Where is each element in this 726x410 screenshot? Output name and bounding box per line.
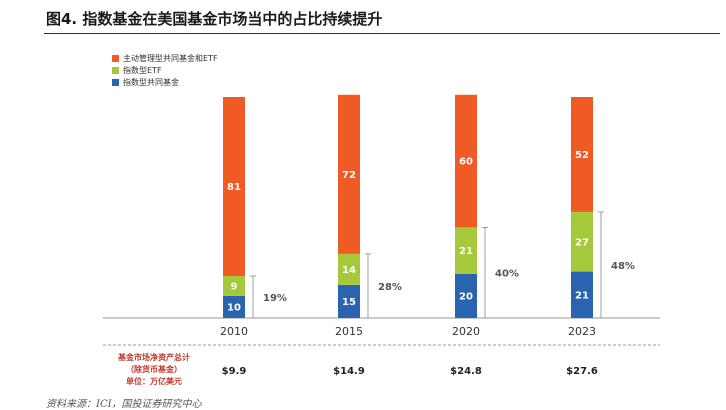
x-tick-label-2015: 2015 [335, 325, 363, 338]
legend-swatch-etf [112, 66, 119, 74]
bar-segment-etf-2020 [455, 227, 477, 274]
net-assets-value-2015: $14.9 [333, 366, 365, 377]
bar-segment-index_fund-2015 [338, 284, 360, 318]
data-label-etf-2015: 14 [342, 265, 356, 276]
data-label-active-2020: 60 [459, 157, 473, 168]
index-share-label-2015: 28% [378, 282, 402, 293]
bar-segment-etf-2023 [571, 211, 593, 272]
net-assets-label: 基金市场净资产总计 （除货币基金） 单位：万亿美元 [95, 352, 213, 388]
bar-segment-active-2020 [455, 94, 477, 228]
x-tick-label-2010: 2010 [220, 325, 248, 338]
bar-segment-etf-2010 [223, 276, 245, 296]
legend-item-etf: 指数型ETF [112, 64, 218, 76]
chart-legend: 主动管理型共同基金和ETF 指数型ETF 指数型共同基金 [112, 52, 218, 88]
source-note: 资料来源：ICI，国投证券研究中心 [46, 399, 202, 410]
bar-segment-active-2010 [223, 97, 245, 277]
bar-segment-index_fund-2010 [223, 295, 245, 318]
data-label-active-2015: 72 [342, 170, 356, 181]
net-assets-value-2020: $24.8 [450, 366, 482, 377]
net-assets-value-2023: $27.6 [566, 366, 598, 377]
index-share-label-2023: 48% [611, 261, 635, 272]
data-label-active-2023: 52 [575, 150, 589, 161]
data-label-active-2010: 81 [227, 182, 241, 193]
figure-title: 图4. 指数基金在美国基金市场当中的占比持续提升 [46, 10, 383, 28]
legend-item-index-fund: 指数型共同基金 [112, 76, 218, 88]
bar-segment-index_fund-2020 [455, 273, 477, 318]
data-label-etf-2020: 21 [459, 246, 473, 257]
data-label-index_fund-2015: 15 [342, 297, 356, 308]
data-label-index_fund-2020: 20 [459, 291, 473, 302]
bar-segment-active-2015 [338, 94, 360, 254]
x-tick-label-2023: 2023 [568, 325, 596, 338]
legend-item-active: 主动管理型共同基金和ETF [112, 52, 218, 64]
title-divider [44, 33, 720, 34]
net-assets-label-line-2: （除货币基金） [126, 365, 182, 374]
net-assets-label-line-1: 基金市场净资产总计 [118, 353, 190, 362]
legend-label-active: 主动管理型共同基金和ETF [123, 53, 218, 63]
index-share-label-2010: 19% [263, 293, 287, 304]
bar-segment-index_fund-2023 [571, 271, 593, 318]
legend-label-index-fund: 指数型共同基金 [123, 77, 179, 87]
data-label-index_fund-2010: 10 [227, 302, 241, 313]
net-assets-value-2010: $9.9 [222, 366, 247, 377]
data-label-etf-2010: 9 [231, 281, 238, 292]
index-share-label-2020: 40% [495, 269, 519, 280]
legend-label-etf: 指数型ETF [123, 65, 162, 75]
net-assets-label-line-3: 单位：万亿美元 [126, 377, 182, 386]
data-label-index_fund-2023: 21 [575, 290, 589, 301]
data-label-etf-2023: 27 [575, 237, 589, 248]
legend-swatch-active [112, 54, 119, 62]
x-tick-label-2020: 2020 [452, 325, 480, 338]
bar-segment-etf-2015 [338, 253, 360, 285]
legend-swatch-index-fund [112, 78, 119, 86]
bar-segment-active-2023 [571, 97, 593, 212]
